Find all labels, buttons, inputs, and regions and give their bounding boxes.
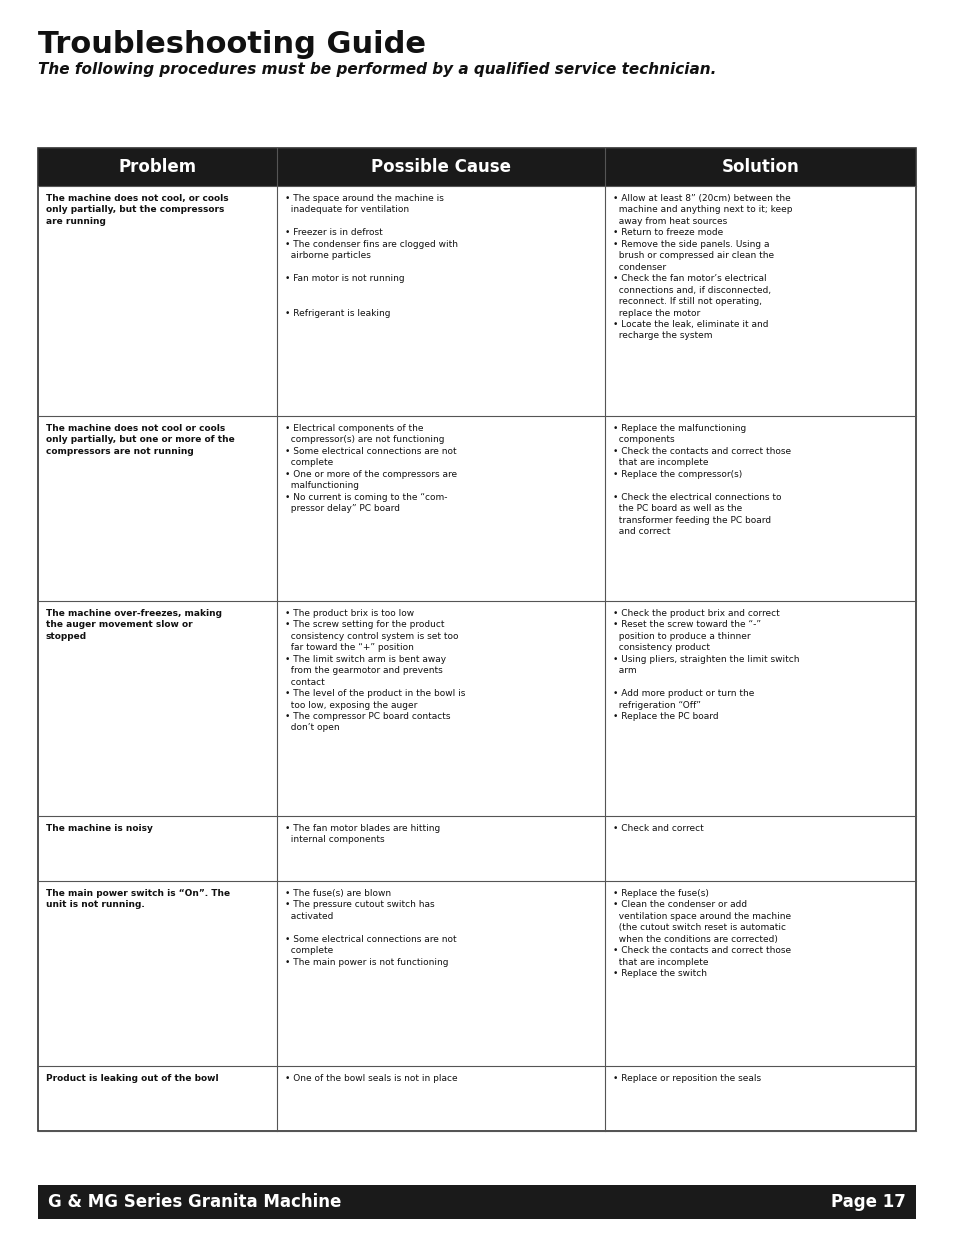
Text: • Allow at least 8” (20cm) between the
  machine and anything next to it; keep
 : • Allow at least 8” (20cm) between the m…	[613, 194, 792, 341]
Text: The following procedures must be performed by a qualified service technician.: The following procedures must be perform…	[38, 62, 716, 77]
Text: • Check the product brix and correct
• Reset the screw toward the “-”
  position: • Check the product brix and correct • R…	[613, 609, 799, 721]
Text: The machine does not cool, or cools
only partially, but the compressors
are runn: The machine does not cool, or cools only…	[46, 194, 229, 226]
Text: • One of the bowl seals is not in place: • One of the bowl seals is not in place	[285, 1074, 456, 1083]
Text: • Replace the fuse(s)
• Clean the condenser or add
  ventilation space around th: • Replace the fuse(s) • Clean the conden…	[613, 889, 790, 978]
Text: The machine over-freezes, making
the auger movement slow or
stopped: The machine over-freezes, making the aug…	[46, 609, 222, 641]
Bar	[38, 148, 915, 1131]
Text: Problem: Problem	[118, 158, 196, 177]
Text: G & MG Series Granita Machine: G & MG Series Granita Machine	[48, 1193, 341, 1212]
Text: • The fan motor blades are hitting
  internal components: • The fan motor blades are hitting inter…	[285, 824, 439, 845]
Bar	[38, 1186, 915, 1219]
Text: The machine is noisy: The machine is noisy	[46, 824, 152, 832]
Text: Troubleshooting Guide: Troubleshooting Guide	[38, 30, 426, 59]
Text: • Electrical components of the
  compressor(s) are not functioning
• Some electr: • Electrical components of the compresso…	[285, 424, 456, 514]
Text: The machine does not cool or cools
only partially, but one or more of the
compre: The machine does not cool or cools only …	[46, 424, 234, 456]
Text: • Replace the malfunctioning
  components
• Check the contacts and correct those: • Replace the malfunctioning components …	[613, 424, 790, 536]
Text: The main power switch is “On”. The
unit is not running.: The main power switch is “On”. The unit …	[46, 889, 230, 909]
Text: Solution: Solution	[721, 158, 799, 177]
Text: Product is leaking out of the bowl: Product is leaking out of the bowl	[46, 1074, 218, 1083]
Text: • Replace or reposition the seals: • Replace or reposition the seals	[613, 1074, 760, 1083]
Text: • The fuse(s) are blown
• The pressure cutout switch has
  activated

• Some ele: • The fuse(s) are blown • The pressure c…	[285, 889, 456, 967]
Text: • The product brix is too low
• The screw setting for the product
  consistency : • The product brix is too low • The scre…	[285, 609, 465, 732]
Text: • Check and correct: • Check and correct	[613, 824, 703, 832]
Text: Page 17: Page 17	[830, 1193, 905, 1212]
Text: Possible Cause: Possible Cause	[371, 158, 511, 177]
Text: • The space around the machine is
  inadequate for ventilation

• Freezer is in : • The space around the machine is inadeq…	[285, 194, 457, 317]
Bar	[38, 148, 915, 186]
